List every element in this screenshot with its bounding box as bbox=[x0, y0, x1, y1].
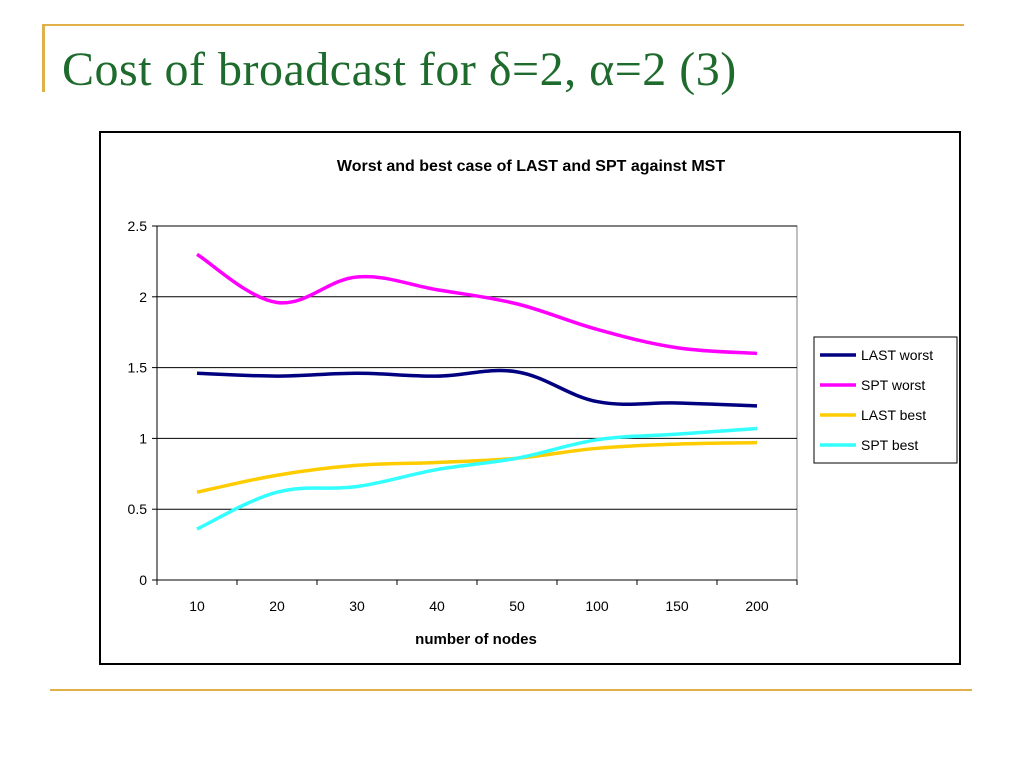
y-tick-label: 0.5 bbox=[128, 501, 148, 517]
y-tick-label: 1.5 bbox=[128, 360, 148, 376]
series-line-last-worst bbox=[196, 368, 758, 408]
x-tick-label: 40 bbox=[429, 598, 445, 614]
series-line-spt-best bbox=[196, 426, 758, 531]
chart-frame: Worst and best case of LAST and SPT agai… bbox=[99, 131, 961, 665]
x-tick-label: 50 bbox=[509, 598, 525, 614]
x-tick-label: 10 bbox=[189, 598, 205, 614]
bottom-accent-rule bbox=[50, 689, 972, 691]
chart-title: Worst and best case of LAST and SPT agai… bbox=[337, 158, 725, 175]
top-accent-rule bbox=[42, 24, 964, 26]
line-chart: Worst and best case of LAST and SPT agai… bbox=[128, 158, 958, 648]
plot-area: 0 0.5 1 1.5 2 2.5 10 20 30 40 50 100 150 200 bbox=[128, 218, 798, 614]
legend-label-spt-best: SPT best bbox=[861, 437, 918, 453]
slide-title: Cost of broadcast for δ=2, α=2 (3) bbox=[62, 43, 737, 96]
x-tick-label: 100 bbox=[585, 598, 609, 614]
series-line-last-best bbox=[196, 440, 758, 494]
series-line-spt-worst bbox=[196, 252, 758, 356]
y-tick-label: 1 bbox=[139, 430, 147, 446]
x-tick-label: 150 bbox=[665, 598, 689, 614]
legend-box bbox=[813, 336, 958, 464]
x-tick-label: 20 bbox=[269, 598, 285, 614]
x-tick-label: 200 bbox=[745, 598, 769, 614]
y-tick-label: 0 bbox=[139, 572, 147, 588]
title-accent-rule bbox=[42, 24, 45, 92]
y-tick-label: 2 bbox=[139, 289, 147, 305]
legend-label-last-worst: LAST worst bbox=[861, 347, 933, 363]
x-axis-label: number of nodes bbox=[415, 631, 537, 648]
legend: LAST worst SPT worst LAST best SPT best bbox=[813, 336, 958, 464]
y-tick-label: 2.5 bbox=[128, 218, 148, 234]
legend-label-last-best: LAST best bbox=[861, 407, 926, 423]
legend-label-spt-worst: SPT worst bbox=[861, 377, 925, 393]
x-tick-label: 30 bbox=[349, 598, 365, 614]
